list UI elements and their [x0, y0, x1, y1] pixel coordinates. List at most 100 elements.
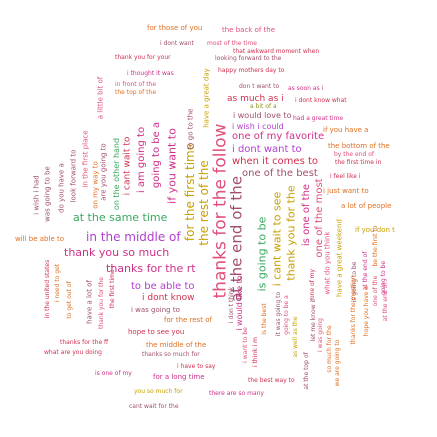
phrase-in-the-middle-of: in the middle of: [86, 230, 181, 244]
phrase-at-the-top-of: at the top of: [303, 352, 310, 390]
phrase-cant-wait-for-the: cant wait for the: [129, 403, 179, 410]
phrase-be-the-first-to: be the first to: [372, 225, 379, 267]
phrase-i-cant-wait-to-see: i cant wait to see: [270, 191, 284, 287]
phrase-to-be-able-to: to be able to: [131, 281, 195, 292]
phrase-i-dont-want-to: i dont want to: [232, 144, 302, 155]
phrase-the-first-time-i: the first time i: [109, 265, 116, 309]
phrase-i-thought-it-was: i thought it was: [127, 70, 174, 77]
phrase-is-the-best: is the best: [261, 303, 268, 335]
phrase-don-t-want-to: don t want to: [239, 83, 280, 90]
phrase-i-am-going-to: i am going to: [136, 126, 147, 194]
phrase-the-best-way-to: the best way to: [248, 377, 295, 384]
phrase-the-back-of-the: the back of the: [222, 26, 276, 34]
phrase-i-need-to-get: i need to get: [54, 263, 61, 303]
phrase-at-the-same-time: at the same time: [73, 211, 168, 224]
phrase-one-of-my: one of my: [309, 268, 316, 300]
phrase-i-wish-i-had: i wish i had: [32, 175, 41, 215]
phrase-to-get-out-of: to get out of: [66, 281, 73, 319]
phrase-i-dont-know-what: i dont know what: [295, 97, 347, 104]
phrase-i-think-i-m: i think i m: [252, 337, 259, 367]
phrase-to-go-to-the: to go to the: [186, 108, 195, 150]
phrase-by-the-end-of: by the end of: [334, 151, 375, 158]
phrase-have-a-lot-of: have a lot of: [85, 280, 94, 324]
phrase-thank-you-for-the-small: thank you for the: [98, 277, 105, 329]
phrase-on-my-way-to: on my way to: [91, 161, 100, 209]
phrase-going-to-be-a: going to be a: [151, 121, 162, 189]
phrase-do-you-have-a: do you have a: [57, 163, 66, 213]
phrase-what-do-you-think: what do you think: [323, 231, 332, 295]
phrase-i-wish-i-could: i wish i could: [232, 122, 284, 131]
phrase-you-so-much-for: you so much for: [134, 388, 183, 395]
phrase-if-you-don-t: if you don t: [355, 226, 395, 234]
phrase-if-you-have-a: if you have a: [323, 126, 369, 134]
phrase-i-cant-wait-to: i cant wait to: [122, 136, 133, 196]
phrase-thanks-for-the-ff: thanks for the ff: [60, 339, 109, 346]
phrase-as-much-as-i: as much as i: [227, 94, 284, 104]
phrase-for-the-first-time: for the first time: [183, 142, 197, 242]
phrase-happy-mothers-day-to: happy mothers day to: [218, 67, 285, 74]
phrase-for-a-long-time: for a long time: [153, 373, 205, 381]
phrase-i-would-like-to: i would like to: [235, 275, 244, 331]
phrase-thanks-for-the-rt: thanks for the rt: [106, 262, 196, 275]
phrase-looking-forward-to-the: looking forward to the: [215, 55, 282, 62]
phrase-are-you-going-to: are you going to: [99, 143, 108, 201]
phrase-i-would-love-to: i would love to: [233, 111, 292, 120]
phrase-one-of-the-best: one of the best: [242, 168, 318, 179]
phrase-i-have-to-say: i have to say: [177, 363, 216, 370]
phrase-most-of-the-time: most of the time: [207, 40, 257, 47]
phrase-in-front-of-the: in front of the: [115, 81, 157, 88]
phrase-a-bit-of-a: a bit of a: [250, 103, 277, 110]
phrase-thank-you-for-the-large: thank you for the: [284, 185, 298, 281]
phrase-the-bottom-of-the: the bottom of the: [328, 142, 390, 150]
phrase-the-middle-of-the: the middle of the: [146, 341, 207, 349]
phrase-at-the-end-of-small: at the end of: [362, 251, 369, 291]
phrase-i-want-to-be: i want to be: [242, 327, 249, 363]
phrase-i-was-going: i was going: [317, 318, 324, 352]
phrase-so-much-for-the: so much for the: [326, 325, 333, 373]
phrase-hope-to-see-you: hope to see you: [128, 328, 185, 336]
phrase-a-little-bit-of: a little bit of: [96, 76, 105, 120]
phrase-there-are-so-many: there are so many: [209, 390, 264, 397]
phrase-the-rest-of-the: the rest of the: [197, 160, 211, 246]
phrase-i-feel-like-i: i feel like i: [330, 173, 361, 180]
phrase-that-awkward-moment-when: that awkward moment when: [233, 48, 320, 55]
phrase-had-a-great-time: had a great time: [293, 115, 344, 122]
phrase-have-a-great-day: have a great day: [202, 68, 211, 128]
phrase-hope-you-have-a: hope you have a: [363, 285, 370, 337]
phrase-as-well-as-the: as well as the: [292, 316, 299, 358]
phrase-going-to-be-a-second: going to be a: [283, 295, 290, 335]
phrase-look-forward-to: look forward to: [69, 149, 78, 203]
phrase-was-going-to-be: was going to be: [43, 166, 52, 222]
phrase-thanks-so-much-for: thanks so much for: [142, 351, 200, 358]
phrase-it-was-going-to: it was going to: [275, 291, 282, 337]
phrase-i-dont-want: i dont want: [160, 40, 194, 47]
phrase-when-it-comes-to: when it comes to: [232, 156, 319, 167]
phrase-i-dont-know: i dont know: [142, 293, 195, 303]
phrase-have-a-great-weekend: have a great weekend: [335, 219, 344, 297]
phrase-i-just-want-to: i just want to: [323, 187, 369, 195]
phrase-i-was-going-to: i was going to: [131, 306, 180, 314]
phrase-thanks-for-the-mention: thanks for the mention: [350, 275, 357, 345]
phrase-thank-you-for-your: thank you for your: [115, 54, 171, 61]
phrase-the-top-of-the: the top of the: [115, 89, 157, 96]
phrase-on-the-other-hand: on the other hand: [112, 137, 121, 211]
phrase-what-are-you-doing: what are you doing: [44, 349, 102, 356]
phrase-is-one-of-my: is one of my: [95, 370, 132, 377]
phrase-will-be-able-to: will be able to: [15, 235, 64, 243]
phrase-is-going-to-be: is going to be: [255, 216, 269, 292]
phrase-a-lot-of-people: a lot of people: [341, 202, 392, 210]
phrase-in-the-united-states: in the united states: [44, 259, 51, 319]
phrase-for-the-rest-of: for the rest of: [164, 316, 212, 324]
phrase-thank-you-so-much: thank you so much: [64, 246, 170, 259]
phrase-if-you-want-to: if you want to: [165, 128, 179, 204]
phrase-in-the-first-place: in the first place: [81, 130, 90, 188]
phrase-at-the-end-of-vertical: at the end of: [382, 282, 389, 322]
phrase-for-those-of-you: for those of you: [147, 24, 203, 32]
phrase-one-of-my-favorite: one of my favorite: [232, 131, 325, 142]
phrase-as-soon-as-i: as soon as i: [288, 85, 324, 92]
phrase-is-one-of-the: is one of the: [301, 183, 312, 247]
phrase-the-first-time-in: the first time in: [335, 159, 382, 166]
phrase-we-are-going-to: we are going to: [334, 339, 341, 387]
phrase-one-of-the-small: one of the: [372, 275, 379, 307]
